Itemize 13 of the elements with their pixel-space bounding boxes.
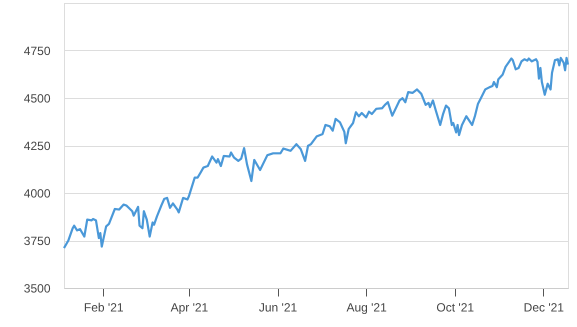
line-series bbox=[62, 56, 570, 250]
y-tick-label: 4500 bbox=[24, 92, 51, 106]
x-tick-label: Dec '21 bbox=[524, 300, 564, 314]
y-tick-label: 3750 bbox=[24, 234, 51, 248]
y-tick-label: 4750 bbox=[24, 44, 51, 58]
y-tick-label: 3500 bbox=[24, 282, 51, 296]
y-tick-label: 4000 bbox=[24, 186, 51, 200]
y-tick-label: 4250 bbox=[24, 139, 51, 153]
x-tick-label: Feb '21 bbox=[84, 300, 124, 314]
x-tick-label: Oct '21 bbox=[436, 300, 474, 314]
x-tick-label: Aug '21 bbox=[346, 300, 388, 314]
x-tick-label: Apr '21 bbox=[170, 300, 209, 314]
x-tick-label: Jun '21 bbox=[258, 300, 298, 314]
